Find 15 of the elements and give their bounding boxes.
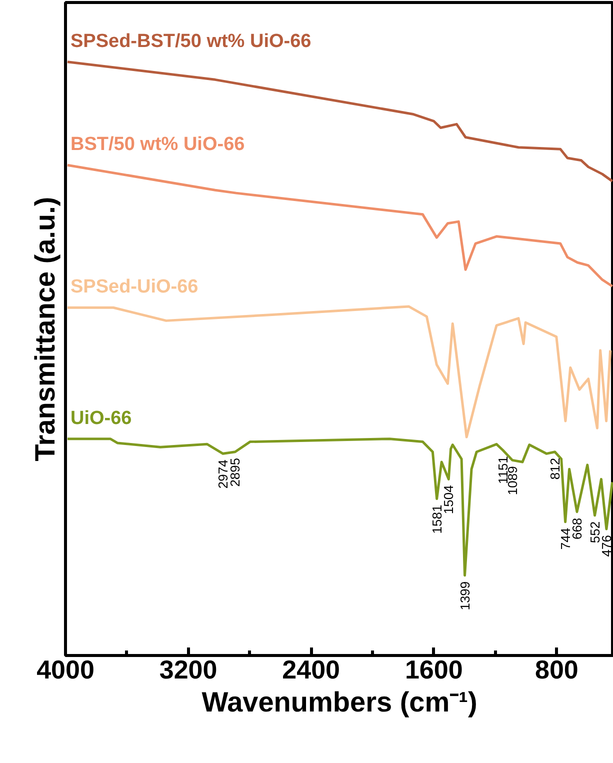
x-tick-label: 1600: [404, 654, 463, 684]
annotation: 2974: [215, 460, 230, 489]
series-label: SPSed-UiO-66: [70, 276, 198, 298]
series-label: SPSed-BST/50 wt% UiO-66: [70, 30, 312, 52]
series-label: UiO-66: [70, 408, 132, 429]
x-tick-label: 4000: [36, 654, 94, 684]
x-tick-label: 3200: [159, 654, 218, 684]
annotation: 2895: [228, 458, 243, 487]
x-axis-title: Wavenumbers (cm⁻¹): [202, 686, 478, 718]
annotation: 1399: [457, 581, 472, 610]
x-tick-label: 800: [535, 654, 578, 684]
x-tick-label: 2400: [282, 654, 340, 684]
series-label: BST/50 wt% UiO-66: [70, 134, 245, 156]
y-axis-title: Transmittance (a.u.): [30, 196, 60, 462]
annotation: 812: [547, 458, 562, 480]
